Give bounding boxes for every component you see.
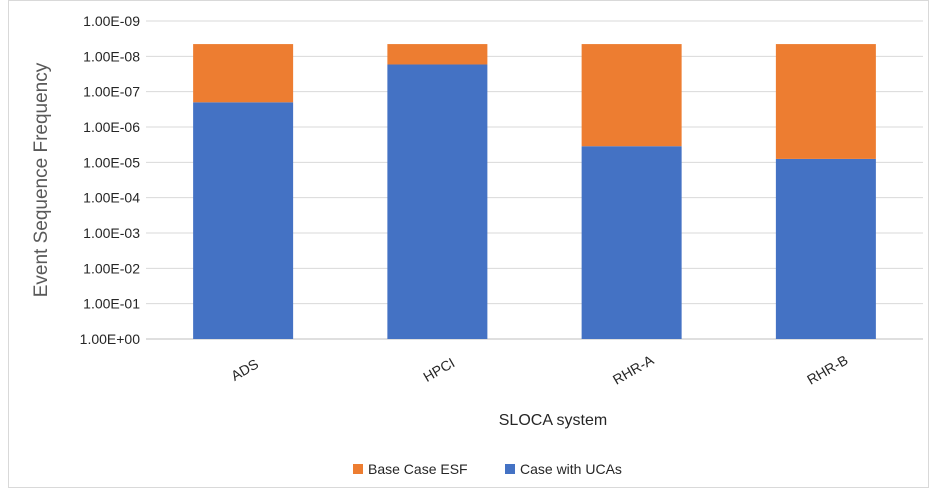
bar-base-case-esf xyxy=(193,44,294,103)
x-tick-label: RHR-A xyxy=(610,351,657,387)
y-axis-title: Event Sequence Frequency xyxy=(31,62,52,297)
y-tick-label: 1.00E-09 xyxy=(83,13,140,29)
bar-case-with-ucas xyxy=(193,102,294,339)
y-tick-label: 1.00E-01 xyxy=(83,296,140,312)
bar-base-case-esf xyxy=(775,44,876,159)
x-tick-labels: ADS HPCI RHR-A RHR-B xyxy=(228,351,850,387)
bar-case-with-ucas xyxy=(387,64,488,339)
bars xyxy=(193,44,876,339)
y-tick-label: 1.00E-06 xyxy=(83,119,140,135)
chart-svg: 1.00E+00 1.00E-01 1.00E-02 1.00E-03 1.00E-04… xyxy=(31,13,923,477)
bar-base-case-esf xyxy=(387,44,488,65)
y-tick-label: 1.00E-02 xyxy=(83,260,140,276)
bar-base-case-esf xyxy=(581,44,682,147)
x-axis-title: SLOCA system xyxy=(499,412,607,429)
legend-label: Case with UCAs xyxy=(520,461,622,477)
chart-frame: 1.00E+00 1.00E-01 1.00E-02 1.00E-03 1.00E-04… xyxy=(8,0,929,488)
y-tick-label: 1.00E-07 xyxy=(83,84,140,100)
y-tick-label: 1.00E-08 xyxy=(83,48,140,64)
legend-label: Base Case ESF xyxy=(368,461,468,477)
y-tick-label: 1.00E+00 xyxy=(80,331,141,347)
y-tick-labels: 1.00E+00 1.00E-01 1.00E-02 1.00E-03 1.00E-04… xyxy=(80,13,141,347)
bar-case-with-ucas xyxy=(775,158,876,339)
bar-case-with-ucas xyxy=(581,146,682,339)
y-tick-label: 1.00E-04 xyxy=(83,190,140,206)
y-tick-label: 1.00E-03 xyxy=(83,225,140,241)
x-tick-label: ADS xyxy=(228,356,261,384)
legend-swatch xyxy=(353,464,363,474)
legend: Base Case ESF Case with UCAs xyxy=(353,461,622,477)
x-tick-label: RHR-B xyxy=(804,352,850,388)
legend-swatch xyxy=(505,464,515,474)
y-tick-label: 1.00E-05 xyxy=(83,154,140,170)
x-tick-label: HPCI xyxy=(420,354,457,385)
